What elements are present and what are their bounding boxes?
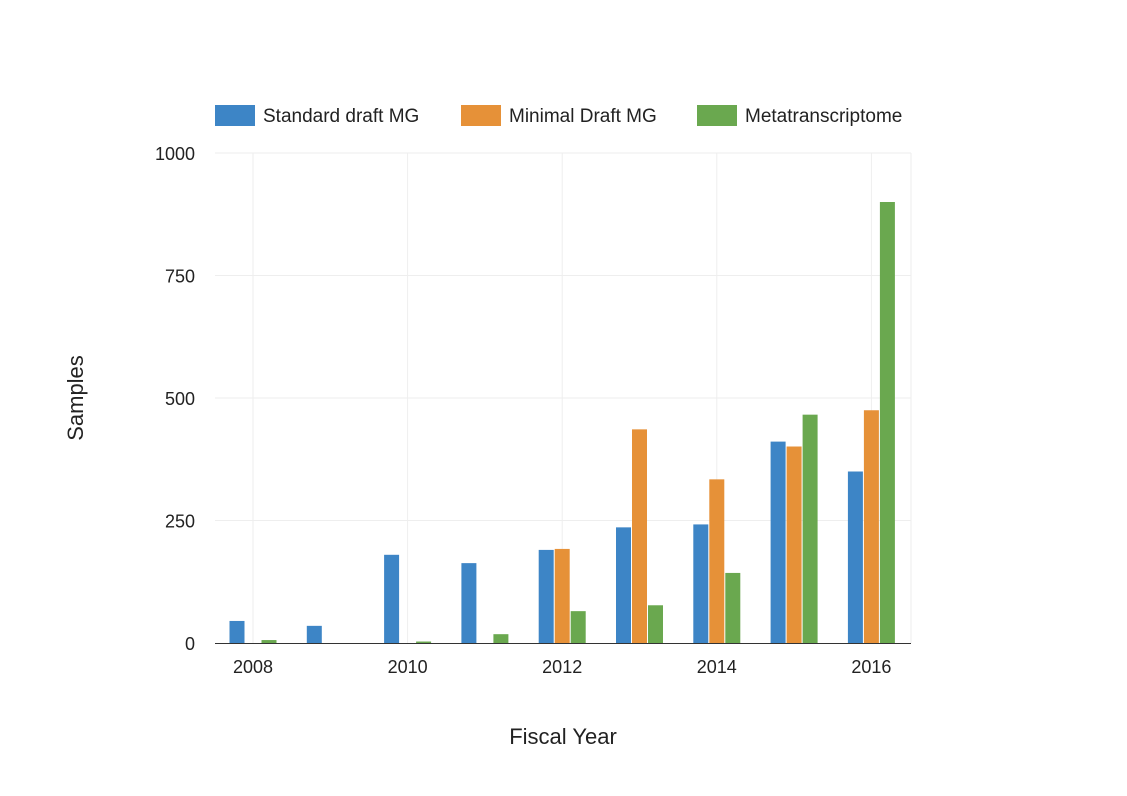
- bar-standard-draft-mg-2014: [693, 524, 709, 643]
- x-tick-label: 2010: [388, 657, 428, 677]
- bar-standard-draft-mg-2013: [616, 527, 631, 643]
- bar-metatranscriptome-2014: [725, 572, 741, 643]
- legend-item: Standard draft MG: [215, 105, 419, 127]
- bar-standard-draft-mg-2009: [306, 625, 322, 643]
- legend-swatch: [215, 105, 255, 126]
- bar-minimal-draft-mg-2016: [863, 410, 879, 643]
- bar-metatranscriptome-2012: [570, 611, 586, 643]
- y-tick-label: 1000: [155, 144, 195, 164]
- bar-minimal-draft-mg-2012: [554, 548, 570, 643]
- bar-minimal-draft-mg-2014: [709, 479, 725, 643]
- gridlines: [215, 152, 912, 643]
- bar-standard-draft-mg-2010: [384, 554, 400, 643]
- bar-metatranscriptome-2015: [802, 414, 818, 643]
- legend-label: Minimal Draft MG: [509, 106, 657, 127]
- bar-standard-draft-mg-2015: [770, 441, 786, 643]
- legend-item: Minimal Draft MG: [461, 105, 657, 127]
- bar-minimal-draft-mg-2013: [632, 429, 647, 643]
- legend-label: Standard draft MG: [263, 106, 419, 127]
- x-tick-label: 2016: [851, 657, 891, 677]
- y-axis-ticks: 0 250 500 750 1000: [155, 144, 195, 654]
- bar-metatranscriptome-2011: [493, 634, 509, 643]
- bar-metatranscriptome-2016: [879, 202, 895, 643]
- y-tick-label: 0: [185, 634, 195, 654]
- bar-standard-draft-mg-2008: [229, 620, 245, 643]
- legend-swatch: [461, 105, 501, 126]
- legend: Standard draft MG Minimal Draft MG Metatra…: [215, 105, 902, 127]
- bar-standard-draft-mg-2011: [461, 563, 477, 643]
- legend-swatch: [697, 105, 737, 126]
- bars: [229, 202, 895, 643]
- legend-item: Metatranscriptome: [697, 105, 902, 127]
- x-tick-label: 2014: [697, 657, 737, 677]
- x-tick-label: 2008: [233, 657, 273, 677]
- bar-metatranscriptome-2008: [261, 640, 277, 643]
- x-axis-ticks: 2008 2010 2012 2014 2016: [233, 657, 891, 677]
- y-axis-title: Samples: [63, 355, 88, 441]
- y-tick-label: 500: [165, 389, 195, 409]
- y-tick-label: 750: [165, 267, 195, 287]
- bar-standard-draft-mg-2012: [538, 549, 554, 643]
- y-tick-label: 250: [165, 512, 195, 532]
- bar-metatranscriptome-2010: [416, 641, 432, 643]
- x-axis-title: Fiscal Year: [509, 724, 617, 749]
- bar-standard-draft-mg-2016: [847, 471, 863, 643]
- legend-label: Metatranscriptome: [745, 106, 902, 127]
- bar-metatranscriptome-2013: [648, 605, 663, 643]
- bar-minimal-draft-mg-2015: [786, 446, 802, 643]
- x-tick-label: 2012: [542, 657, 582, 677]
